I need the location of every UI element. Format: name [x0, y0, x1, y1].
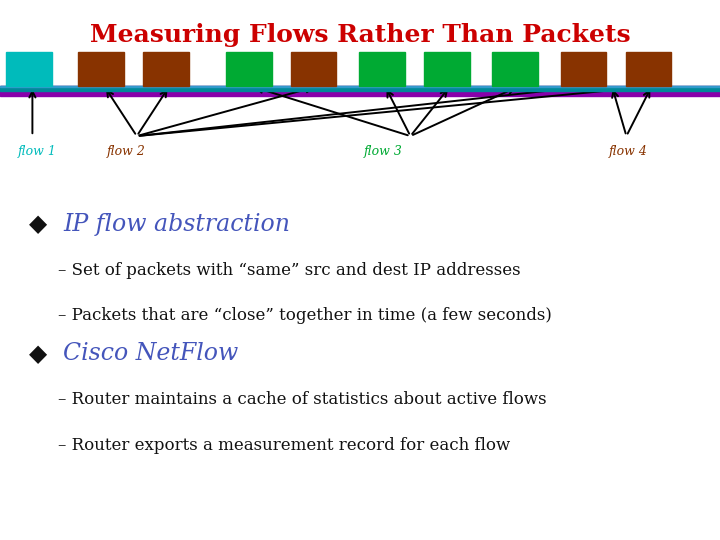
Bar: [561, 52, 606, 86]
Bar: [143, 52, 189, 86]
Text: flow 3: flow 3: [364, 145, 402, 158]
Bar: [6, 52, 52, 86]
Bar: [626, 52, 671, 86]
Text: – Packets that are “close” together in time (a few seconds): – Packets that are “close” together in t…: [58, 307, 552, 325]
Text: Cisco NetFlow: Cisco NetFlow: [63, 342, 238, 365]
Text: flow 1: flow 1: [18, 145, 57, 158]
Bar: [0, 86, 720, 87]
Text: IP flow abstraction: IP flow abstraction: [63, 213, 290, 235]
Bar: [226, 52, 271, 86]
Bar: [291, 52, 336, 86]
Text: ◆: ◆: [29, 342, 47, 366]
Bar: [0, 86, 720, 91]
Bar: [424, 52, 469, 86]
Text: ◆: ◆: [29, 212, 47, 236]
Bar: [0, 86, 720, 96]
Text: Measuring Flows Rather Than Packets: Measuring Flows Rather Than Packets: [90, 23, 630, 47]
Text: – Set of packets with “same” src and dest IP addresses: – Set of packets with “same” src and des…: [58, 261, 521, 279]
Text: – Router exports a measurement record for each flow: – Router exports a measurement record fo…: [58, 437, 510, 454]
Bar: [78, 52, 124, 86]
Text: – Router maintains a cache of statistics about active flows: – Router maintains a cache of statistics…: [58, 391, 546, 408]
Bar: [359, 52, 405, 86]
Text: flow 4: flow 4: [608, 145, 647, 158]
Text: flow 2: flow 2: [107, 145, 145, 158]
Bar: [492, 52, 538, 86]
